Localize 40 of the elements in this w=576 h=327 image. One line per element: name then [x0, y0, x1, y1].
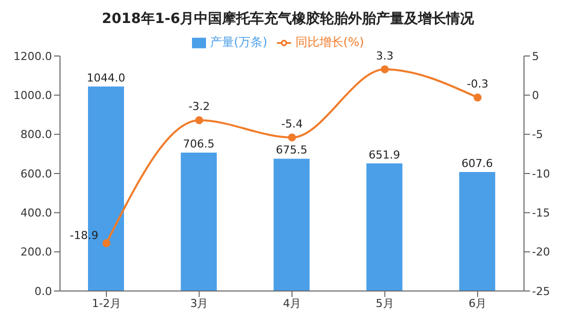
point [288, 133, 296, 142]
x-tick-label: 1-2月 [92, 296, 121, 310]
x-tick-label: 6月 [468, 296, 487, 310]
bar [459, 172, 496, 291]
point [474, 94, 482, 102]
y2-tick-label: -25 [532, 284, 550, 298]
y-tick-label: 1200.0 [14, 50, 52, 63]
y-tick-label: 200.0 [20, 246, 52, 259]
y2-tick-label: -5 [532, 128, 543, 142]
legend-label: 产量(万条) [210, 35, 268, 49]
point [380, 65, 389, 74]
data-label: -3.2 [188, 100, 210, 114]
data-label: 706.5 [183, 138, 215, 151]
data-label: 675.5 [276, 144, 308, 157]
y-tick-label: 1000.0 [14, 89, 52, 102]
y2-tick-label: -20 [532, 246, 550, 259]
data-label: 651.9 [368, 148, 400, 162]
y2-tick-label: -15 [532, 206, 550, 220]
chart-title: 2018年1-6月中国摩托车充气橡胶轮胎外胎产量及增长情况 [100, 10, 476, 29]
x-tick-label: 5月 [376, 296, 394, 310]
data-label: 607.6 [461, 157, 493, 170]
data-label: 1044.0 [86, 72, 126, 85]
point [102, 239, 110, 248]
point [195, 116, 204, 124]
bar [274, 158, 310, 291]
y-tick-label: 800.0 [20, 128, 52, 142]
bar [180, 152, 217, 291]
y-tick-label: 0.0 [34, 284, 52, 298]
bar [366, 163, 402, 291]
data-label: 3.3 [376, 49, 394, 62]
data-label: -0.3 [466, 78, 488, 91]
y2-tick-label: 0 [532, 89, 539, 102]
x-tick-label: 4月 [283, 296, 301, 310]
y2-tick-label: 5 [532, 50, 539, 63]
data-label: -5.4 [281, 117, 303, 130]
y-tick-label: 600.0 [20, 167, 52, 180]
y2-tick-label: -10 [532, 167, 550, 180]
legend-label: 同比增长(%) [295, 35, 364, 49]
y-tick-label: 400.0 [20, 206, 52, 220]
x-tick-label: 3月 [190, 296, 208, 310]
